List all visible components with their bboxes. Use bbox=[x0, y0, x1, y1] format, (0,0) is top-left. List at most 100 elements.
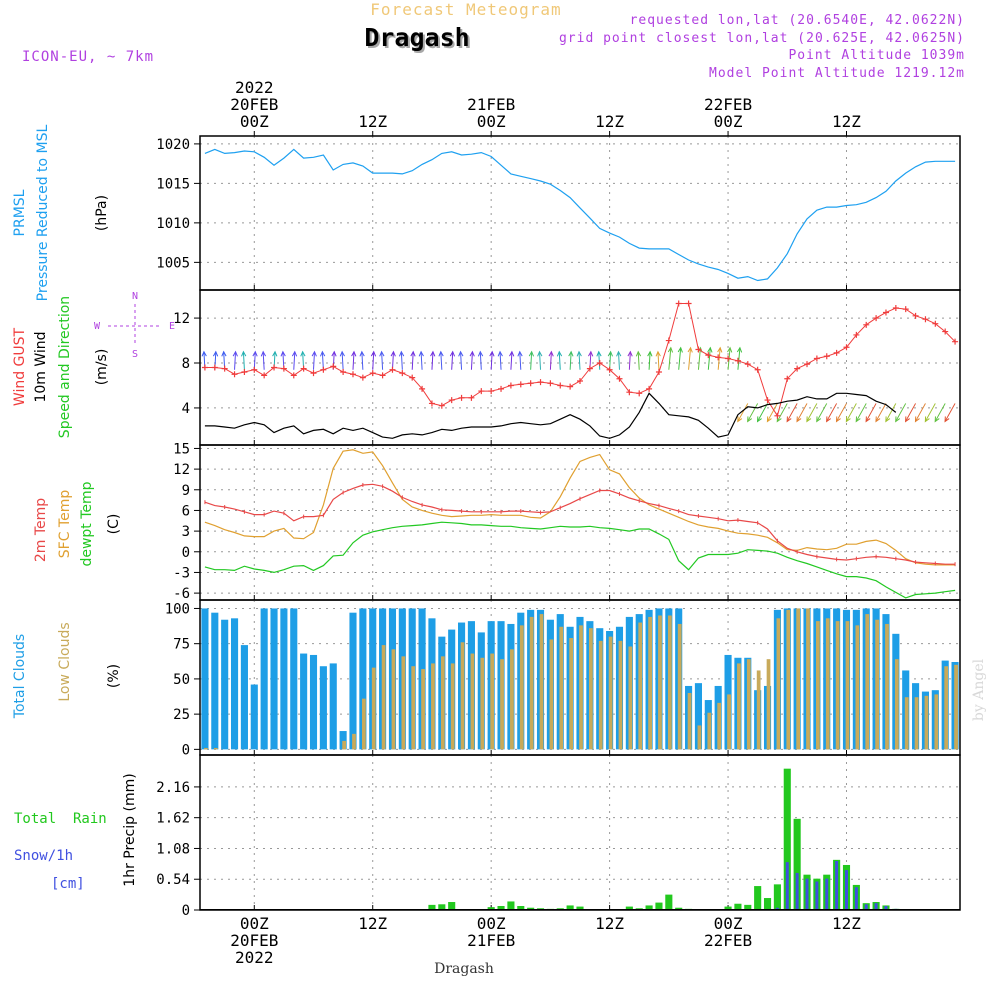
bottom-time-label: 12Z bbox=[358, 914, 387, 933]
compass-e: E bbox=[169, 321, 175, 332]
wind-direction-arrowhead bbox=[201, 350, 207, 357]
clouds-ytick-label: 100 bbox=[165, 601, 190, 617]
rain-bar bbox=[793, 818, 801, 910]
low-cloud-bar bbox=[677, 623, 682, 750]
low-cloud-bar bbox=[401, 656, 406, 750]
low-cloud-bar bbox=[204, 747, 208, 750]
wind-gust-marker bbox=[280, 365, 287, 372]
low-cloud-bar bbox=[855, 625, 860, 750]
low-cloud-bar bbox=[914, 697, 919, 750]
clouds-unit: (%) bbox=[106, 664, 122, 688]
precip-ytick-label: 2.16 bbox=[156, 780, 190, 796]
wind-direction-arrow bbox=[262, 351, 265, 370]
precip-ytick-label: 0 bbox=[182, 903, 190, 919]
wind-gust-marker bbox=[458, 394, 465, 401]
low-cloud-bar bbox=[796, 608, 801, 750]
temp-panel: -6 -3 0 3 6 9 12 15 bbox=[173, 441, 961, 602]
wind-gust-marker bbox=[695, 346, 702, 353]
wind-gust-marker bbox=[557, 382, 564, 389]
top-time-label: 00Z bbox=[714, 112, 743, 131]
wind-direction-arrow bbox=[234, 351, 237, 370]
wind-direction-arrowhead bbox=[331, 350, 337, 357]
wind-gust-marker bbox=[932, 320, 939, 327]
low-cloud-bar bbox=[608, 636, 613, 750]
rain-bar bbox=[507, 901, 515, 910]
low-cloud-bar bbox=[707, 712, 712, 750]
wind-gust-marker bbox=[606, 366, 613, 373]
wind-direction-arrowhead bbox=[319, 350, 326, 357]
precip-ytick-label: 0.54 bbox=[156, 872, 190, 888]
top-time-label: 12Z bbox=[832, 112, 861, 131]
bottom-time-label: 00Z bbox=[714, 914, 743, 933]
rain-bar bbox=[645, 905, 653, 910]
wind-direction-arrowhead bbox=[568, 350, 574, 357]
snow-bar bbox=[835, 860, 839, 910]
wind-gust-marker bbox=[725, 355, 732, 362]
wind-gust-marker bbox=[804, 361, 811, 368]
wind-gust-marker bbox=[211, 364, 218, 371]
low-cloud-bar bbox=[835, 621, 840, 750]
wind-gust-marker bbox=[646, 385, 653, 392]
wind-direction-arrowhead bbox=[747, 416, 753, 423]
wind-direction-arrowhead bbox=[806, 416, 812, 423]
wind-direction-arrow bbox=[431, 351, 434, 370]
clouds-ytick-label: 75 bbox=[173, 637, 190, 653]
wind-direction-arrowhead bbox=[339, 350, 345, 357]
low-cloud-bar bbox=[371, 667, 376, 750]
wind-direction-arrowhead bbox=[212, 350, 219, 357]
low-cloud-bar bbox=[361, 698, 366, 750]
low-cloud-bar bbox=[746, 659, 751, 750]
precip-panel: 0 0.54 1.08 1.62 2.16 bbox=[156, 754, 961, 919]
wind-direction-arrowhead bbox=[588, 350, 594, 357]
low-cloud-bar bbox=[628, 646, 633, 750]
precip-label-snow: Snow/1h bbox=[14, 848, 73, 864]
wind-direction-arrow bbox=[549, 351, 552, 370]
rain-bar bbox=[783, 768, 791, 910]
wind-direction-arrow bbox=[717, 347, 721, 370]
wind-direction-arrowhead bbox=[232, 350, 238, 357]
wind-axis-labels: Wind GUST 10m Wind Speed and Direction (… bbox=[12, 291, 175, 438]
total-cloud-bar bbox=[211, 612, 219, 750]
wind-gust-marker bbox=[340, 368, 347, 375]
wind-direction-arrow bbox=[786, 403, 798, 422]
compass-n: N bbox=[132, 291, 138, 302]
low-cloud-bar bbox=[658, 615, 662, 750]
low-cloud-bar bbox=[440, 656, 445, 750]
snow-bar bbox=[815, 881, 819, 910]
wind-gust-marker bbox=[488, 388, 495, 395]
wind-direction-arrowhead bbox=[458, 350, 464, 357]
meteogram-title: Forecast Meteogram bbox=[370, 0, 561, 19]
wind-ytick-label: 8 bbox=[182, 356, 190, 372]
low-cloud-bar bbox=[845, 621, 850, 750]
wind-gust-marker bbox=[349, 371, 356, 378]
temp-ytick-label: -6 bbox=[173, 586, 190, 602]
wind-direction-arrow bbox=[865, 403, 877, 422]
wind-gust-marker bbox=[685, 300, 692, 307]
temp-ytick-label: 9 bbox=[182, 483, 190, 499]
precip-ytick-label: 1.08 bbox=[156, 841, 190, 857]
rain-bar bbox=[665, 894, 673, 910]
wind-direction-arrowhead bbox=[469, 350, 475, 357]
wind-direction-arrow bbox=[479, 351, 482, 370]
watermark: by Angel bbox=[971, 658, 987, 721]
low-cloud-bar bbox=[480, 657, 485, 750]
top-time-label: 12Z bbox=[595, 112, 624, 131]
wind-gust-marker bbox=[586, 365, 593, 372]
wind-direction-arrowhead bbox=[379, 350, 385, 357]
wind-gust-marker bbox=[616, 375, 623, 382]
low-cloud-bar bbox=[766, 659, 771, 750]
wind-direction-arrow bbox=[539, 351, 542, 370]
wind-gust-marker bbox=[428, 400, 435, 407]
low-cloud-bar bbox=[954, 664, 958, 750]
low-cloud-bar bbox=[411, 666, 416, 750]
wind-direction-arrowhead bbox=[717, 346, 723, 353]
station-title: Dragash bbox=[364, 23, 469, 52]
wind-direction-arrowhead bbox=[845, 416, 851, 423]
total-cloud-bar bbox=[694, 683, 702, 750]
low-cloud-bar bbox=[588, 628, 593, 750]
total-cloud-bar bbox=[201, 608, 209, 750]
low-cloud-bar bbox=[618, 640, 623, 750]
wind-direction-arrowhead bbox=[667, 346, 674, 353]
total-cloud-bar bbox=[309, 654, 318, 750]
rain-bar bbox=[734, 903, 742, 910]
